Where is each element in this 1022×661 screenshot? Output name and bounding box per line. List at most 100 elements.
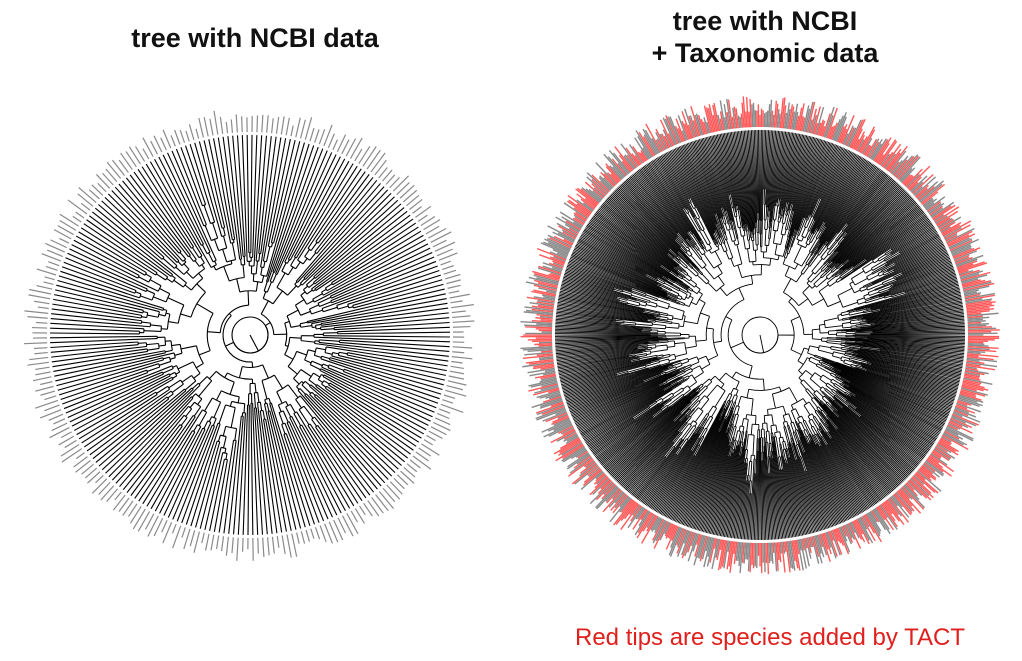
tact-tip-label — [845, 127, 855, 146]
tact-tip-label — [531, 319, 553, 323]
ncbi-tip-label — [819, 533, 828, 556]
tact-tip-label — [791, 540, 796, 562]
tact-tip-label — [819, 120, 826, 137]
tact-tip-label — [653, 521, 669, 549]
tact-tip-label — [719, 539, 724, 551]
tact-tip-label — [838, 124, 848, 143]
ncbi-tip-label — [690, 532, 697, 547]
tact-tip-label — [726, 540, 732, 570]
ncbi-tip-label — [668, 527, 682, 556]
ncbi-tip-label — [913, 186, 923, 196]
ncbi-tip-label — [862, 515, 870, 528]
tact-tip-label — [964, 373, 980, 378]
ncbi-tip-label — [529, 370, 556, 377]
tact-tip-label — [938, 218, 955, 230]
tact-tip-label — [934, 447, 952, 459]
ncbi-tip-label — [522, 361, 554, 368]
ncbi-tip-label — [603, 483, 615, 496]
ncbi-tip-label — [538, 356, 554, 359]
tact-tip-label — [659, 119, 674, 147]
ncbi-tip-label — [767, 104, 771, 128]
ncbi-tip-label — [67, 199, 88, 215]
tact-tip-label — [829, 125, 836, 140]
ncbi-tip-label — [922, 463, 940, 478]
ncbi-tip-label — [950, 244, 971, 254]
root-arc — [231, 316, 269, 354]
ncbi-tip-label — [651, 138, 661, 154]
tact-tip-label — [726, 112, 731, 130]
ncbi-tip-label — [122, 500, 134, 516]
ncbi-tip-label — [925, 202, 935, 210]
tact-tip-label — [818, 534, 824, 548]
ncbi-tip-label — [906, 173, 920, 188]
tact-tip-label — [620, 501, 636, 521]
tact-tip-label — [583, 459, 594, 468]
ncbi-tip-label — [396, 181, 410, 196]
tact-tip-label — [671, 525, 679, 541]
ncbi-tip-label — [523, 311, 554, 316]
tact-tip-label — [614, 146, 634, 171]
ncbi-tip-label — [34, 300, 50, 305]
ncbi-tip-label — [437, 412, 450, 420]
ncbi-tip-label — [536, 408, 566, 421]
ncbi-tip-label — [599, 180, 611, 192]
ncbi-tip-label — [324, 523, 334, 544]
tact-tip-label — [860, 129, 876, 154]
ncbi-tip-label — [111, 159, 125, 176]
ncbi-tip-label — [354, 508, 365, 524]
tact-tip-label — [915, 472, 939, 494]
ncbi-tip-label — [966, 357, 998, 363]
ncbi-tip-label — [127, 503, 138, 517]
tact-tip-label — [882, 143, 902, 168]
ncbi-tip-label — [114, 491, 122, 501]
ncbi-tip-label — [676, 529, 689, 557]
ncbi-tip-label — [831, 118, 841, 141]
tact-tip-label — [868, 141, 880, 159]
ncbi-tip-label — [539, 391, 561, 399]
ncbi-tip-label — [582, 202, 594, 211]
tact-tip-label — [927, 456, 943, 469]
ncbi-tip-label — [816, 534, 825, 558]
tact-tip-label — [874, 137, 892, 163]
ncbi-tip-label — [951, 414, 977, 427]
tact-tip-label — [876, 506, 894, 531]
ncbi-tip-label — [561, 216, 582, 230]
tact-tip-label — [937, 442, 959, 456]
tact-tip-label — [525, 358, 554, 364]
tact-tip-label — [741, 542, 745, 563]
tact-tip-label — [847, 522, 862, 549]
tact-tip-label — [932, 450, 942, 458]
ncbi-tip-label — [778, 113, 781, 128]
tact-tip-label — [779, 98, 784, 129]
tact-tip-label — [936, 444, 948, 453]
tact-tip-label — [952, 247, 975, 258]
tact-tip-label — [749, 99, 752, 128]
tact-tip-label — [865, 138, 878, 157]
tact-tip-label — [962, 383, 989, 391]
ncbi-tip-label — [944, 233, 958, 241]
ncbi-tip-label — [537, 299, 555, 304]
ncbi-tip-label — [579, 462, 597, 477]
ncbi-tip-label — [620, 143, 639, 168]
ncbi-tip-label — [585, 188, 602, 202]
tact-tip-label — [947, 234, 970, 246]
ncbi-tip-label — [964, 371, 981, 377]
tact-tip-label — [927, 457, 952, 477]
tact-tip-label — [550, 401, 564, 407]
ncbi-tip-label — [393, 477, 405, 490]
ncbi-tip-label — [378, 167, 388, 179]
tact-tip-label — [629, 502, 639, 515]
ncbi-tip-label — [547, 241, 570, 253]
tact-tip-label — [540, 366, 555, 370]
tact-tip-label — [967, 326, 993, 329]
ncbi-tip-label — [592, 477, 610, 495]
ncbi-tip-label — [738, 542, 742, 567]
tree-branches — [554, 129, 966, 541]
tact-tip-label — [885, 148, 902, 170]
tact-tip-label — [954, 254, 970, 262]
ncbi-tip-label — [24, 310, 49, 314]
ncbi-tip-label — [520, 320, 553, 325]
ncbi-tip-label — [662, 117, 677, 146]
ncbi-tip-label — [375, 494, 389, 512]
tact-tip-label — [909, 181, 919, 191]
